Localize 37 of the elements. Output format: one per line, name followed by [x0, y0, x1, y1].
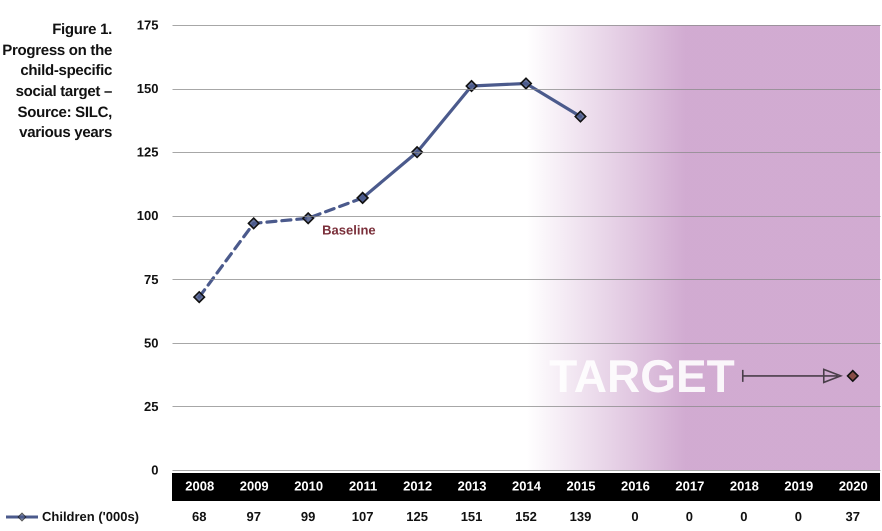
x-tick-label: 2012 — [403, 478, 432, 494]
text: 37 — [846, 509, 860, 524]
x-tick-label: 2011 — [349, 478, 378, 494]
x-tick-label: 2018 — [730, 478, 759, 494]
x-tick-label: 2020 — [838, 478, 868, 494]
x-tick-label: 2016 — [620, 478, 650, 494]
y-tick-label: 25 — [144, 398, 158, 414]
y-tick-label: 50 — [144, 335, 158, 350]
y-tick-label: 175 — [136, 18, 158, 32]
text: Figure 1. Progress on the child-specific social target – Source: SILC, various years — [1, 20, 112, 144]
text: 97 — [246, 509, 261, 524]
x-tick-label: 2014 — [512, 478, 542, 494]
data-label: 125 — [406, 509, 428, 524]
x-tick-label: 2017 — [675, 478, 704, 494]
data-label: 151 — [460, 509, 482, 524]
text: 0 — [686, 509, 693, 524]
x-tick-label: 2010 — [294, 478, 324, 494]
annotation: Baseline — [322, 222, 376, 238]
y-tick-label: 75 — [144, 272, 158, 287]
text: 0 — [631, 509, 639, 524]
y-tick-label: 0 — [151, 462, 158, 478]
text: 0 — [740, 509, 748, 524]
x-tick-label: 2009 — [240, 478, 269, 494]
x-tick-label: 2015 — [566, 478, 596, 494]
data-label: 152 — [515, 509, 537, 524]
x-tick-label: 2019 — [784, 478, 814, 494]
data-label: 139 — [570, 509, 592, 524]
text: 0 — [794, 509, 802, 524]
y-tick-label: 125 — [136, 144, 158, 160]
y-tick-label: 100 — [136, 208, 158, 224]
legend-label: Children ('000s) — [42, 509, 140, 524]
y-tick-label: 150 — [136, 81, 158, 96]
data-label: 107 — [352, 509, 374, 524]
text: 99 — [300, 509, 316, 524]
text: 68 — [192, 509, 206, 524]
x-tick-label: 2008 — [185, 478, 214, 494]
x-tick-label: 2013 — [458, 478, 486, 494]
